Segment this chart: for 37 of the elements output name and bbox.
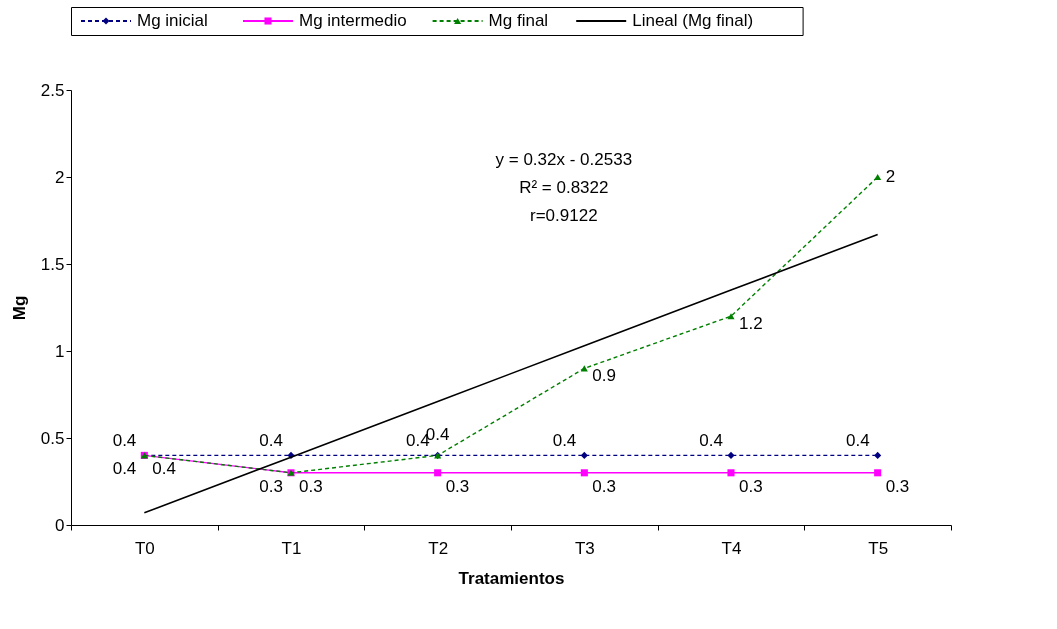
y-tick-label: 0 <box>55 515 65 535</box>
y-tick-label: 2 <box>55 167 65 187</box>
data-label: 0.4 <box>699 431 723 451</box>
data-label: 0.9 <box>592 366 616 386</box>
x-tick-label: T5 <box>868 538 889 558</box>
legend-label: Mg final <box>488 11 549 30</box>
y-tick-label: 1.5 <box>40 254 65 274</box>
data-label: 1.2 <box>739 314 763 334</box>
data-label: 0.4 <box>112 459 137 479</box>
y-tick-label: 0.5 <box>40 428 65 448</box>
annotation: y = 0.32x - 0.2533 <box>495 150 633 169</box>
legend-label: Mg intermedio <box>299 11 407 30</box>
data-label: 0.3 <box>739 476 763 496</box>
x-tick-label: T4 <box>721 538 742 558</box>
x-tick-label: T2 <box>428 538 449 558</box>
legend-label: Lineal (Mg final) <box>632 11 754 30</box>
data-label: 0.4 <box>112 431 137 451</box>
y-axis-title: Mg <box>9 295 29 321</box>
y-tick-label: 2.5 <box>40 80 65 100</box>
data-label: 0.4 <box>259 431 283 451</box>
data-label: 0.3 <box>299 476 323 496</box>
x-axis-title: Tratamientos <box>458 568 565 588</box>
x-tick-label: T3 <box>574 538 595 558</box>
data-label: 0.3 <box>259 476 283 496</box>
annotation: R² = 0.8322 <box>519 178 609 197</box>
data-label: 0.4 <box>552 431 577 451</box>
annotation: r=0.9122 <box>530 206 598 225</box>
data-label: 0.3 <box>885 476 910 496</box>
x-tick-label: T0 <box>134 538 155 558</box>
data-label: 2 <box>885 167 896 186</box>
x-tick-label: T1 <box>281 538 302 558</box>
data-label: 0.3 <box>592 476 616 496</box>
data-label: 0.3 <box>445 476 470 496</box>
y-tick-label: 1 <box>55 341 65 361</box>
data-label: 0.4 <box>152 459 176 479</box>
data-label: 0.4 <box>846 431 870 451</box>
legend-label: Mg inicial <box>137 11 208 30</box>
